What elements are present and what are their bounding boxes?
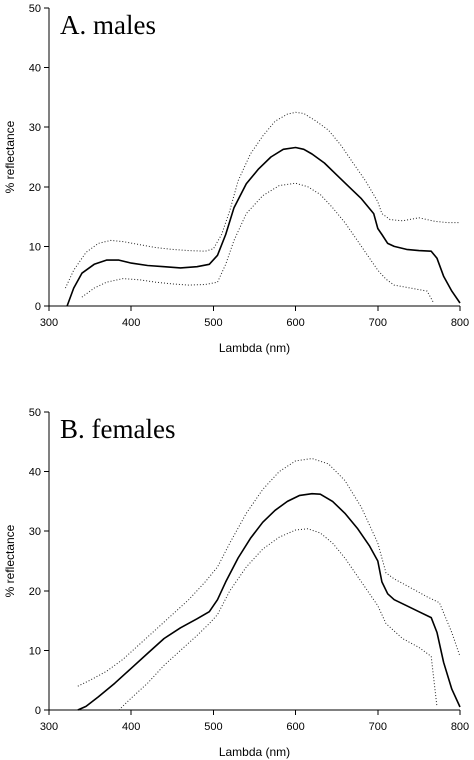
series-lower-line: [118, 528, 438, 711]
y-tick-label: 0: [35, 705, 41, 717]
y-axis-title: % reflectance: [3, 524, 17, 597]
y-tick-label: 20: [29, 586, 41, 598]
y-axis-title: % reflectance: [3, 120, 17, 193]
y-tick-label: 30: [29, 122, 41, 134]
x-tick-label: 800: [451, 317, 469, 329]
x-tick-label: 500: [204, 721, 222, 733]
x-axis-title: Lambda (nm): [219, 341, 290, 355]
panel-title: A. males: [60, 10, 156, 40]
y-tick-label: 40: [29, 63, 41, 75]
x-tick-label: 800: [451, 721, 469, 733]
y-tick-label: 20: [29, 182, 41, 194]
chart-panel-females: 0 10 20 30 40 50 300 400 500 600 700 800 Lambda (nm)…: [3, 407, 469, 759]
y-tick-label: 0: [35, 301, 41, 313]
x-tick-label: 700: [369, 721, 387, 733]
y-tick-label: 40: [29, 467, 41, 479]
y-tick-label: 50: [29, 407, 41, 419]
x-tick-label: 300: [40, 721, 58, 733]
series-upper-line: [64, 111, 460, 289]
x-tick-label: 700: [369, 317, 387, 329]
y-tick-label: 10: [29, 241, 41, 253]
series-mean-line: [66, 146, 461, 307]
series-upper-line: [77, 457, 461, 687]
series-mean-line: [77, 492, 461, 711]
x-tick-label: 300: [40, 317, 58, 329]
x-tick-label: 400: [122, 721, 140, 733]
y-tick-label: 30: [29, 526, 41, 538]
x-axis-title: Lambda (nm): [219, 745, 290, 759]
y-tick-label: 50: [29, 3, 41, 15]
x-tick-label: 500: [204, 317, 222, 329]
x-tick-label: 400: [122, 317, 140, 329]
series-lower-line: [81, 182, 435, 304]
y-tick-label: 10: [29, 645, 41, 657]
panel-title: B. females: [60, 414, 175, 444]
x-tick-label: 600: [286, 317, 304, 329]
chart-panel-males: 0 10 20 30 40 50 300 400 500 600 700 800 Lambda (nm)…: [3, 3, 469, 355]
x-tick-label: 600: [286, 721, 304, 733]
